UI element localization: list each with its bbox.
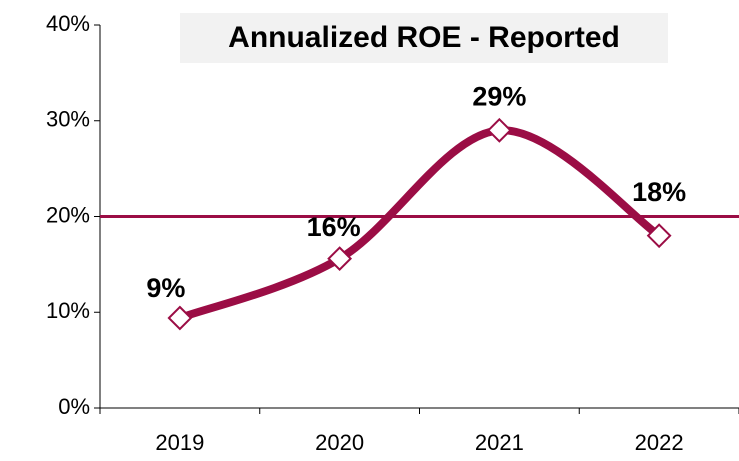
chart-title: Annualized ROE - Reported [228, 21, 620, 54]
line [175, 126, 664, 322]
y-tick-label: 20% [46, 202, 90, 227]
y-tick-label: 40% [46, 11, 90, 36]
title-box [180, 13, 668, 63]
x-tick-label: 2022 [635, 430, 684, 455]
data-label: 9% [146, 273, 185, 303]
y-tick-label: 10% [46, 298, 90, 323]
data-label: 16% [307, 212, 361, 242]
marker [486, 117, 512, 143]
x-tick-label: 2020 [315, 430, 364, 455]
marker [167, 305, 193, 331]
x-tick-label: 2019 [155, 430, 204, 455]
marker [646, 223, 672, 249]
y-tick-label: 0% [58, 394, 90, 419]
data-label: 18% [632, 177, 686, 207]
data-label: 29% [472, 81, 526, 111]
x-tick-label: 2021 [475, 430, 524, 455]
marker [327, 246, 353, 272]
y-tick-label: 30% [46, 107, 90, 132]
